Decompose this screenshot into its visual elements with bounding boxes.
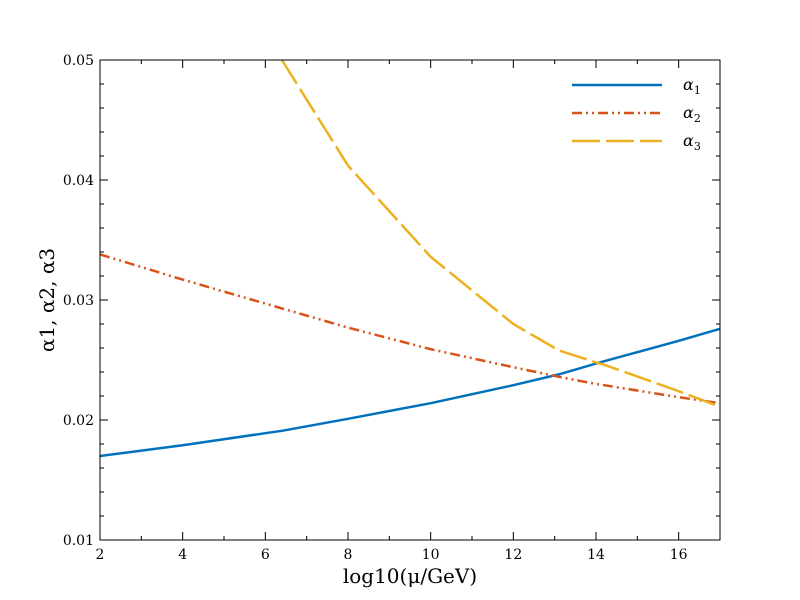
x-tick-label: 14: [587, 547, 605, 563]
x-axis-title: log10(μ/GeV): [343, 564, 477, 588]
x-tick-label: 12: [504, 547, 522, 563]
legend-label-3: α3: [683, 131, 701, 153]
legend-label-2: α2: [683, 103, 701, 125]
legend-label-1: α1: [683, 75, 701, 97]
legend: α1 α2 α3: [572, 75, 701, 153]
y-tick-label: 0.05: [63, 53, 94, 69]
y-tick-label: 0.02: [63, 413, 94, 429]
x-tick-label: 8: [344, 547, 353, 563]
x-tick-label: 2: [96, 547, 105, 563]
y-tick-label: 0.03: [63, 293, 94, 309]
x-tick-label: 6: [261, 547, 270, 563]
y-tick-label: 0.01: [63, 533, 94, 549]
x-tick-label: 16: [670, 547, 688, 563]
series-line-1: [100, 327, 720, 458]
plot-frame: [99, 59, 721, 541]
axes-layer: 2 4 6 8 10 12 14 16 0.01 0.02 0.03 0.04 0.05: [63, 53, 721, 563]
x-tick-label: 10: [422, 547, 440, 563]
series-layer: [100, 60, 720, 458]
y-axis-title: α1, α2, α3: [35, 248, 59, 352]
x-tick-label: 4: [178, 547, 187, 563]
y-tick-label: 0.04: [63, 173, 94, 189]
series-line-2: [100, 253, 720, 405]
